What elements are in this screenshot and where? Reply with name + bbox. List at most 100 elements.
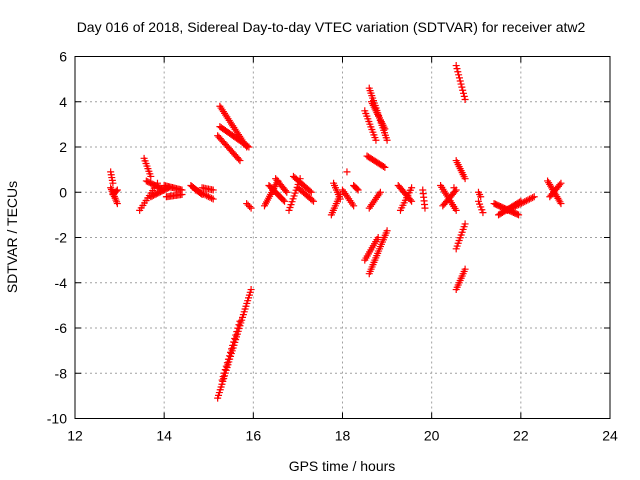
y-tick-label: -2	[55, 230, 68, 246]
data-point	[354, 186, 362, 194]
data-point	[521, 198, 529, 206]
data-point	[353, 185, 361, 193]
data-point	[460, 92, 468, 100]
x-tick-label: 22	[513, 428, 529, 444]
data-point	[243, 200, 251, 208]
data-point	[453, 65, 461, 73]
data-point	[379, 162, 387, 170]
data-point	[383, 136, 391, 144]
data-point	[283, 188, 291, 196]
data-point	[193, 187, 201, 195]
data-point	[515, 211, 523, 219]
data-point	[461, 95, 469, 103]
data-point	[508, 204, 516, 212]
data-point	[203, 192, 211, 200]
data-point	[218, 376, 226, 384]
x-tick-label: 20	[424, 428, 440, 444]
data-point	[225, 352, 233, 360]
data-point	[507, 205, 515, 213]
data-point	[479, 209, 487, 217]
data-point	[206, 193, 214, 201]
y-tick-label: -4	[55, 275, 68, 291]
data-points	[107, 62, 565, 402]
data-point	[247, 286, 255, 294]
data-point	[236, 157, 244, 165]
data-point	[530, 193, 538, 201]
data-point	[243, 142, 251, 150]
data-point	[374, 234, 382, 241]
data-point	[458, 83, 466, 91]
data-point	[350, 202, 358, 210]
data-point	[511, 202, 519, 210]
data-point	[279, 196, 287, 204]
x-tick-label: 24	[602, 428, 618, 444]
data-point	[219, 373, 227, 381]
data-point	[178, 191, 186, 199]
data-point	[113, 200, 121, 208]
data-point	[112, 187, 120, 195]
data-point	[236, 317, 244, 325]
data-point	[477, 193, 485, 201]
y-tick-label: -8	[55, 365, 68, 381]
data-point	[510, 203, 518, 211]
data-point	[421, 204, 429, 212]
data-point	[343, 168, 351, 176]
data-point	[408, 197, 416, 205]
x-tick-label: 16	[246, 428, 262, 444]
data-point	[209, 186, 217, 194]
data-point	[376, 188, 384, 196]
data-point	[204, 193, 212, 201]
data-point	[209, 195, 217, 203]
data-point	[235, 155, 243, 163]
x-tick-label: 14	[156, 428, 172, 444]
chart-title: Day 016 of 2018, Sidereal Day-to-day VTE…	[77, 19, 586, 35]
data-point	[244, 201, 252, 209]
data-point	[220, 369, 228, 377]
data-point	[505, 206, 513, 214]
data-point	[282, 187, 290, 195]
data-point	[232, 331, 240, 339]
data-point	[247, 204, 255, 212]
data-point	[235, 321, 243, 329]
data-point	[246, 203, 254, 211]
data-point	[308, 196, 316, 204]
y-tick-label: 2	[59, 139, 67, 155]
x-tick-label: 18	[335, 428, 351, 444]
y-tick-label: 4	[59, 94, 67, 110]
data-point	[381, 125, 389, 133]
data-point	[306, 187, 314, 195]
data-point	[450, 184, 458, 192]
data-point	[452, 206, 460, 214]
data-point	[519, 198, 527, 206]
data-point	[208, 194, 216, 202]
data-point	[461, 175, 469, 183]
data-point	[524, 196, 532, 204]
data-point	[191, 186, 199, 194]
data-point	[408, 184, 416, 192]
y-tick-label: -6	[55, 320, 68, 336]
data-point	[383, 227, 391, 235]
data-point	[381, 163, 389, 171]
data-point	[527, 194, 535, 202]
data-point	[457, 80, 465, 88]
data-point	[451, 187, 459, 195]
data-point	[245, 143, 253, 151]
data-point	[228, 345, 236, 353]
data-point	[201, 191, 209, 199]
data-point	[109, 179, 117, 187]
data-point	[525, 195, 533, 203]
data-point	[452, 62, 460, 70]
data-point	[195, 188, 203, 196]
grid	[75, 56, 610, 419]
data-point	[227, 348, 235, 356]
data-point	[459, 89, 467, 97]
data-point	[557, 179, 565, 187]
data-point	[336, 195, 344, 203]
data-point	[461, 220, 469, 228]
data-point	[516, 200, 524, 208]
data-point	[459, 86, 467, 94]
data-point	[518, 199, 526, 207]
data-point	[456, 77, 464, 85]
data-point	[147, 172, 155, 180]
